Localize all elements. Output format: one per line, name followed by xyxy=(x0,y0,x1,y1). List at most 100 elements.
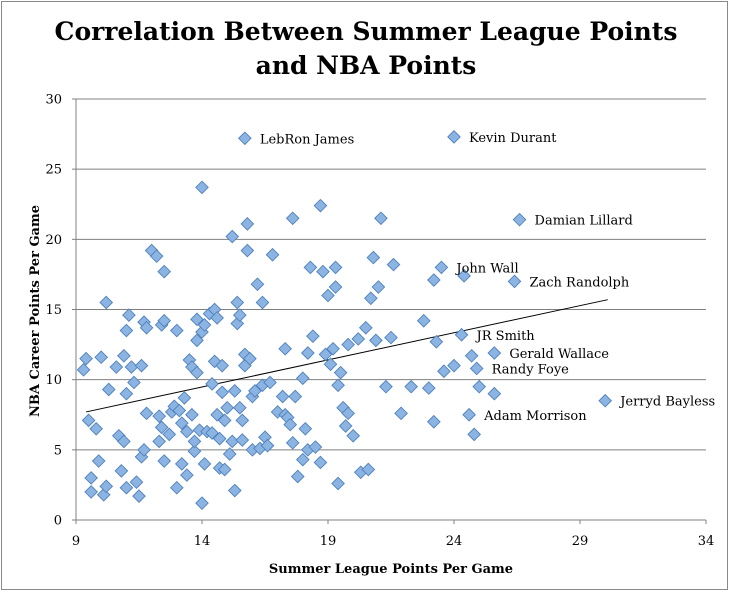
data-point xyxy=(99,479,114,494)
data-point xyxy=(215,358,229,373)
data-point xyxy=(222,447,237,461)
data-point xyxy=(172,403,187,418)
y-tick-label: 20 xyxy=(45,233,62,248)
data-point xyxy=(132,489,146,503)
data-point xyxy=(190,365,204,380)
data-point xyxy=(157,454,172,468)
data-point xyxy=(346,428,361,443)
point-label: JR Smith xyxy=(475,329,536,344)
data-point xyxy=(275,389,290,404)
data-point xyxy=(127,375,141,390)
data-point xyxy=(122,308,136,322)
data-point xyxy=(366,250,381,265)
data-point xyxy=(421,381,436,395)
point-label: Damian Lillard xyxy=(535,214,633,229)
data-point xyxy=(175,416,189,431)
x-tick-label: 34 xyxy=(698,534,715,549)
data-point xyxy=(197,457,212,471)
data-point xyxy=(235,433,250,447)
data-point xyxy=(79,351,93,366)
data-point xyxy=(429,334,444,349)
data-point xyxy=(384,330,398,345)
data-point xyxy=(227,384,242,398)
data-point xyxy=(157,264,172,279)
x-tick-label: 19 xyxy=(320,534,337,549)
point-label: Adam Morrison xyxy=(483,409,587,424)
data-point xyxy=(190,333,204,348)
data-point xyxy=(331,378,345,393)
data-point xyxy=(94,350,109,365)
data-point xyxy=(341,337,355,352)
y-tick-label: 10 xyxy=(45,373,62,388)
y-tick-label: 5 xyxy=(54,443,62,458)
data-point xyxy=(119,480,134,495)
data-point xyxy=(195,496,209,510)
point-label: John Wall xyxy=(454,261,518,276)
data-point xyxy=(190,312,204,327)
data-point xyxy=(369,333,383,348)
data-point xyxy=(457,268,471,283)
data-point xyxy=(467,427,481,442)
data-point-labeled xyxy=(469,361,484,376)
data-point xyxy=(212,431,227,446)
data-point xyxy=(285,435,300,450)
chart-title-line-1: Correlation Between Summer League Points xyxy=(55,17,678,46)
data-point xyxy=(89,421,103,436)
data-point xyxy=(303,260,318,275)
data-point xyxy=(243,351,257,366)
data-point xyxy=(210,407,224,422)
y-tick-label: 0 xyxy=(54,514,62,529)
data-point xyxy=(331,476,345,491)
data-point xyxy=(114,464,129,478)
data-point xyxy=(162,427,177,442)
data-point xyxy=(180,424,194,439)
data-point xyxy=(316,264,330,279)
x-tick-label: 24 xyxy=(446,534,463,549)
data-point xyxy=(99,295,114,310)
data-point xyxy=(117,434,131,449)
x-tick-label: 14 xyxy=(194,534,211,549)
data-point-labeled xyxy=(507,274,522,289)
data-point xyxy=(139,406,154,421)
data-point xyxy=(328,280,343,294)
tick-labels: 0 5 10 15 20 25 30 9 14 19 24 29 34 xyxy=(45,93,714,550)
data-point xyxy=(220,400,235,415)
data-point xyxy=(298,421,313,436)
data-point xyxy=(361,462,376,477)
data-point xyxy=(328,260,343,275)
data-point xyxy=(285,211,300,226)
data-point xyxy=(290,469,305,484)
data-point xyxy=(295,371,310,386)
data-point xyxy=(84,485,98,499)
point-label: Kevin Durant xyxy=(469,131,557,146)
point-label: Zach Randolph xyxy=(529,275,629,290)
data-point xyxy=(323,357,338,372)
data-point xyxy=(265,247,280,262)
data-point xyxy=(416,313,431,328)
data-point xyxy=(195,180,209,195)
data-point xyxy=(288,389,303,404)
data-point-labeled xyxy=(454,327,469,342)
data-point xyxy=(374,211,388,226)
data-point xyxy=(152,434,166,449)
data-point xyxy=(371,280,386,294)
trendline-linear xyxy=(85,299,608,413)
y-axis-title: NBA Career Points Per Game xyxy=(28,205,43,417)
data-point xyxy=(119,386,134,401)
data-point xyxy=(167,399,182,414)
data-point xyxy=(308,440,323,454)
gridlines xyxy=(76,98,706,451)
data-point xyxy=(124,360,139,374)
x-tick-label: 9 xyxy=(72,534,80,549)
data-point xyxy=(464,348,479,363)
data-point xyxy=(137,442,151,457)
data-point xyxy=(225,229,240,244)
data-point-labeled xyxy=(598,393,613,408)
data-point xyxy=(197,318,212,332)
data-point xyxy=(283,417,298,432)
data-point xyxy=(81,413,96,428)
data-point xyxy=(187,444,202,459)
data-point xyxy=(117,348,131,363)
data-point xyxy=(215,385,229,400)
